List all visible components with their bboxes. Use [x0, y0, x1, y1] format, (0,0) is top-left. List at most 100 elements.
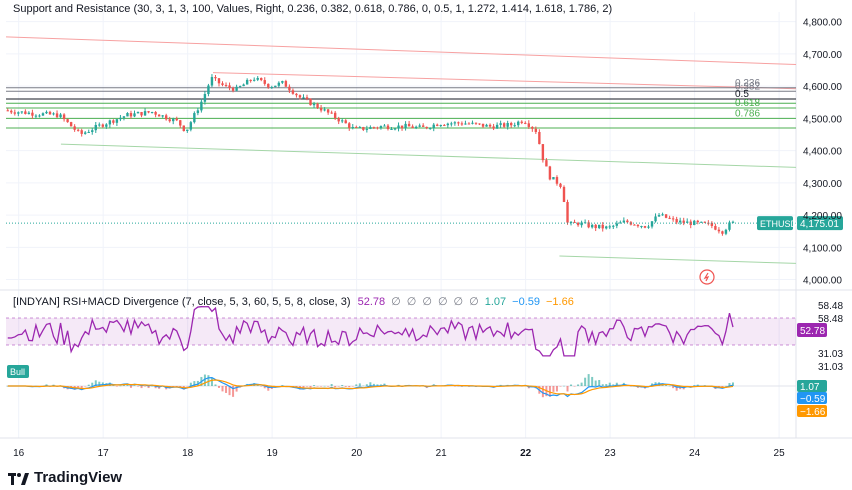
candle-body [724, 229, 728, 234]
candle-body [643, 226, 647, 228]
candle [671, 216, 675, 222]
macd-histogram-bar [675, 386, 678, 391]
macd-histogram-bar [552, 386, 555, 392]
legend-value: ∅ [391, 296, 401, 308]
candle-body [252, 79, 256, 81]
candle [344, 119, 347, 124]
candle [24, 109, 27, 115]
candle-body [502, 123, 506, 127]
x-tick-label: 19 [267, 448, 279, 459]
candle [647, 224, 650, 229]
x-tick-label: 21 [436, 448, 448, 459]
candle-body [288, 86, 291, 91]
candle-body [418, 125, 421, 127]
candle-body [115, 119, 119, 123]
candle-body [545, 160, 548, 167]
macd-histogram-bar [217, 386, 220, 388]
macd-histogram-bar [137, 386, 140, 387]
candle-body [333, 112, 337, 119]
candle-body [94, 124, 97, 131]
candle-body [509, 122, 513, 126]
fib-level-label: 0.236 [735, 78, 760, 89]
macd-histogram-bar [665, 384, 668, 386]
candle-body [527, 123, 530, 127]
macd-histogram-bar [263, 386, 266, 389]
candle-body [668, 217, 671, 219]
macd-histogram-bar [577, 384, 580, 386]
macd-histogram-bar [337, 386, 340, 387]
candle [471, 120, 474, 125]
candle [263, 77, 266, 86]
macd-histogram-bar [672, 386, 675, 389]
candle [517, 120, 520, 128]
candle [636, 224, 640, 228]
macd-histogram-bar [605, 384, 608, 386]
candle [668, 215, 671, 220]
macd-histogram-bar [189, 382, 192, 386]
candle [555, 175, 559, 186]
candle [411, 124, 414, 129]
candle-body [80, 130, 83, 134]
macd-value-tag: 1.07 [800, 382, 820, 393]
candle [580, 220, 583, 228]
candle-body [474, 122, 478, 124]
candle [478, 123, 481, 126]
candle [326, 108, 330, 115]
candle-body [524, 122, 527, 124]
symbol-tag: ETHUSD [760, 219, 798, 229]
candle [76, 128, 80, 132]
macd-histogram-bar [91, 382, 94, 386]
candle-body [432, 124, 435, 129]
candle-body [203, 94, 207, 102]
fib-level-label: 0.5 [735, 89, 749, 100]
bull-label-bg [7, 365, 29, 378]
candle-body [55, 113, 59, 118]
macd-histogram-bar [570, 384, 573, 386]
candle [485, 123, 488, 127]
candle-body [20, 111, 24, 113]
candle-body [657, 215, 661, 217]
candle [615, 220, 619, 229]
candle-body [517, 121, 520, 126]
macd-histogram-bar [186, 386, 189, 387]
candle-body [263, 80, 266, 84]
fib-level-label: 0.786 [735, 108, 760, 119]
fib-level-label: 0.618 [735, 98, 760, 109]
candle-body [238, 86, 242, 88]
candle [661, 212, 664, 216]
candle [179, 119, 182, 129]
macd-histogram-bar [175, 386, 178, 387]
macd-histogram-bar [584, 377, 587, 386]
candle-body [129, 113, 133, 117]
candle [710, 221, 714, 229]
candle-body [319, 107, 323, 111]
candle-body [344, 120, 347, 124]
candle [154, 111, 157, 118]
candle [55, 110, 59, 118]
candle [703, 221, 707, 224]
candle-body [590, 224, 594, 228]
candle [203, 90, 207, 105]
candle-body [390, 128, 393, 130]
candle [217, 77, 221, 87]
candle [298, 94, 302, 100]
candle-body [326, 109, 330, 113]
candle-body [122, 116, 126, 118]
macd-histogram-bar [351, 386, 354, 387]
macd-histogram-bar [151, 385, 154, 387]
candle-body [309, 98, 312, 106]
candle [186, 129, 189, 133]
candle-body [362, 127, 365, 130]
candle [453, 121, 457, 126]
candle [362, 126, 365, 132]
candle [608, 224, 611, 230]
candle [717, 227, 721, 234]
last-price-tag-bg [797, 216, 843, 231]
macd-histogram-bar [316, 386, 319, 387]
candle-body [256, 77, 259, 80]
candle [119, 114, 122, 122]
candle [302, 94, 305, 99]
rsi-band-label: 31.03 [818, 362, 843, 373]
